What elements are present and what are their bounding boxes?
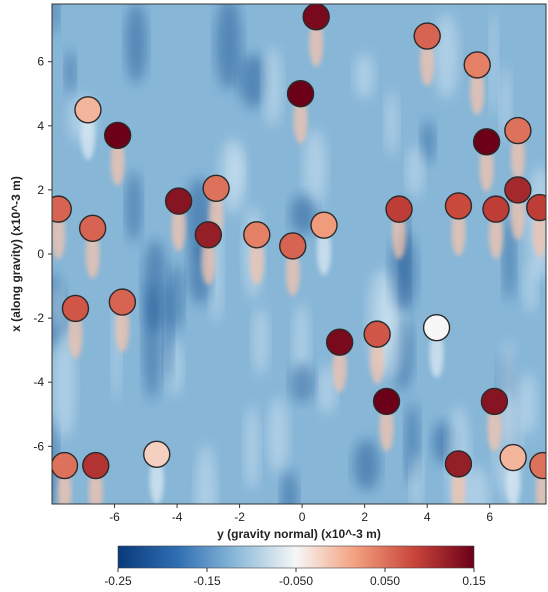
field-streak bbox=[219, 137, 245, 214]
y-tick-label: -2 bbox=[33, 311, 44, 325]
y-tick-label: -4 bbox=[33, 375, 44, 389]
x-tick-label: 2 bbox=[361, 510, 368, 524]
x-axis: -6 -4 -2 0 2 4 6 bbox=[109, 504, 493, 524]
field-streak bbox=[65, 51, 75, 94]
y-tick-label: 4 bbox=[37, 119, 44, 133]
y-axis: -6 -4 -2 0 2 4 6 bbox=[33, 55, 52, 454]
field-streak bbox=[490, 9, 498, 118]
x-tick-label: -4 bbox=[172, 510, 183, 524]
y-tick-label: 6 bbox=[37, 55, 44, 69]
field-streak bbox=[126, 3, 147, 83]
x-axis-label: y (gravity normal) (x10^-3 m) bbox=[217, 527, 381, 541]
colorbar-tick-label: -0.15 bbox=[193, 574, 221, 588]
x-tick-label: -2 bbox=[234, 510, 245, 524]
field-streak bbox=[407, 146, 423, 198]
colorbar-ticks: -0.25 -0.15 -0.050 0.050 0.15 bbox=[104, 568, 486, 588]
field-streak bbox=[354, 440, 380, 491]
field-streak bbox=[216, 0, 242, 90]
field-streak bbox=[411, 454, 423, 509]
field-streak bbox=[263, 47, 281, 128]
field-streak bbox=[518, 373, 537, 437]
field-streak bbox=[466, 466, 489, 536]
y-tick-label: -6 bbox=[33, 439, 44, 453]
x-tick-label: 0 bbox=[299, 510, 306, 524]
colorbar-tick-label: -0.25 bbox=[104, 574, 132, 588]
field-streak bbox=[51, 283, 63, 330]
field-streak bbox=[143, 284, 160, 400]
plot-area bbox=[41, 0, 548, 550]
field-streak bbox=[126, 172, 141, 242]
field-streak bbox=[268, 397, 289, 474]
field-streak bbox=[291, 364, 314, 402]
x-tick-label: -6 bbox=[109, 510, 120, 524]
y-axis-label: x (along gravity) (x10^-3 m) bbox=[9, 176, 23, 332]
x-tick-label: 4 bbox=[424, 510, 431, 524]
x-tick-label: 6 bbox=[486, 510, 493, 524]
field-streak bbox=[164, 285, 174, 383]
field-streak bbox=[281, 470, 297, 531]
y-tick-label: 2 bbox=[37, 183, 44, 197]
field-streak bbox=[434, 13, 458, 100]
y-tick-label: 0 bbox=[37, 247, 44, 261]
field-streak bbox=[354, 53, 374, 100]
field-streak bbox=[385, 90, 398, 156]
colorbar-tick-label: -0.050 bbox=[279, 574, 313, 588]
field-streak bbox=[196, 444, 217, 550]
field-streak bbox=[422, 121, 435, 163]
colorbar-bar bbox=[118, 546, 474, 568]
field-streak bbox=[244, 405, 259, 491]
colorbar-tick-label: 0.15 bbox=[462, 574, 486, 588]
colorbar-tick-label: 0.050 bbox=[370, 574, 400, 588]
field-streak bbox=[239, 54, 267, 108]
field-streak bbox=[253, 306, 269, 375]
colorbar: -0.25 -0.15 -0.050 0.050 0.15 bbox=[104, 546, 486, 588]
